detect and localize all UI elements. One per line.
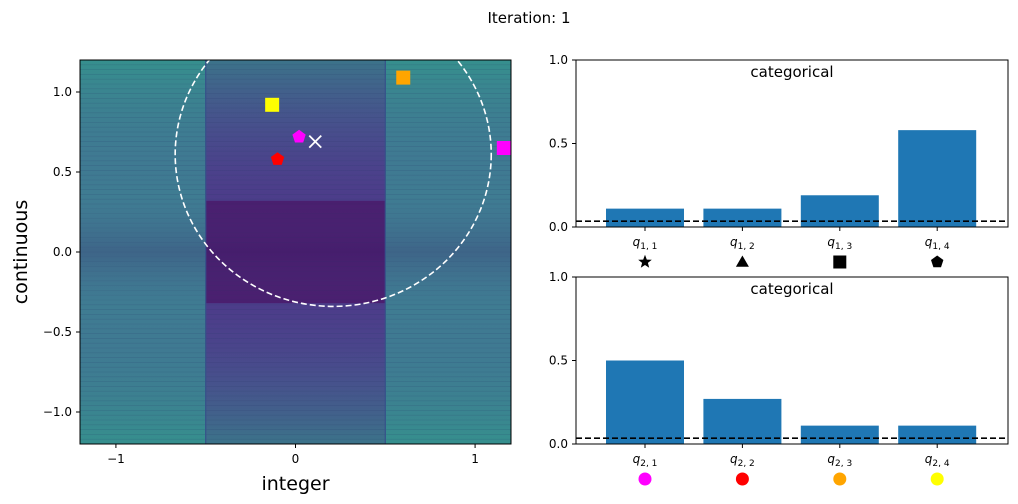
category-label: q1, 3 [827,235,852,252]
bar-chart-title: categorical [750,63,833,81]
heatmap-panel: −1 0 1 −1.0 −0.5 0.0 0.5 1.0 integer continuous [10,59,512,495]
y-tick-label: 0.0 [549,437,568,451]
category-label-sub: 1, 1 [640,242,657,252]
category-label-base: q [827,235,835,249]
category-label-base: q [925,452,933,466]
y-tick-label: 1.0 [53,85,72,99]
sample-point-square [396,70,411,85]
category-label-sub: 2, 1 [640,459,657,469]
x-axis-label: integer [261,473,329,495]
bar [800,195,879,227]
bar-chart-title: categorical [750,280,833,298]
category-marker-circle [930,472,944,486]
x-tick-label: 0 [292,452,300,466]
category-label: q1, 4 [925,235,950,252]
center-x-marker [308,134,322,149]
category-label-base: q [827,452,835,466]
category-label-sub: 1, 4 [932,242,949,252]
sample-point-pentagon [292,129,306,143]
category-marker-star [638,254,652,268]
y-tick-label: 0.0 [549,220,568,234]
category-label: q1, 1 [633,235,658,252]
category-label-sub: 2, 3 [835,459,852,469]
bar [898,130,977,227]
category-marker-circle [735,472,749,486]
category-marker-circle [638,472,652,486]
y-tick-label: 0.5 [549,354,568,368]
category-label: q2, 4 [925,452,950,469]
y-tick-label: 1.0 [549,270,568,284]
category-label-base: q [730,452,738,466]
sample-point-square [265,97,280,112]
bar [606,360,684,444]
marker-stroke [308,134,322,149]
y-axis-label: continuous [10,200,32,305]
x-tick-label: 1 [471,452,479,466]
category-marker-circle [833,472,847,486]
category-marker-triangle [735,255,749,267]
bar [606,208,684,227]
bar [800,425,879,444]
category-marker-square [833,255,847,269]
bar [703,208,782,227]
y-tick-label: 0.0 [53,245,72,259]
category-label-base: q [633,235,641,249]
category-label: q2, 2 [730,452,755,469]
category-label: q1, 2 [730,235,755,252]
category-label-sub: 1, 2 [738,242,755,252]
y-tick-label: 0.5 [549,137,568,151]
figure-title: Iteration: 1 [488,9,571,27]
bar [898,425,977,444]
category-label-base: q [730,235,738,249]
category-label-sub: 1, 3 [835,242,852,252]
y-tick-label: 0.5 [53,165,72,179]
bar [703,398,782,444]
heatmap-shading [80,60,511,444]
y-tick-label: −0.5 [43,325,72,339]
sample-point-pentagon [270,152,285,165]
heatmap-plot-area [80,60,511,444]
sample-point-square [496,141,511,155]
category-label: q2, 3 [827,452,852,469]
x-tick-label: −1 [107,452,125,466]
category-label-base: q [925,235,933,249]
y-tick-label: −1.0 [43,405,72,419]
category-label-sub: 2, 2 [738,459,755,469]
category-label-base: q [633,452,641,466]
category-label-sub: 2, 4 [932,459,949,469]
trust-region-ellipse [174,60,492,308]
category-marker-pentagon [931,255,944,268]
y-tick-label: 1.0 [549,53,568,67]
category-label: q2, 1 [633,452,658,469]
